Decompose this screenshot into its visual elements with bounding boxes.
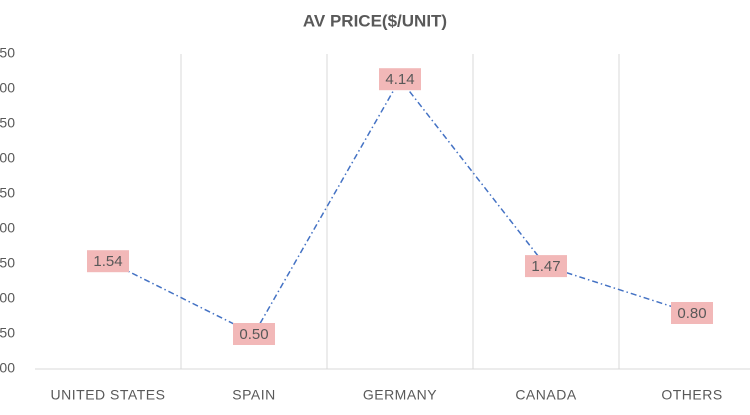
data-label-bg <box>233 323 275 345</box>
y-tick-label: 2.50 <box>0 185 15 201</box>
data-label-bg <box>87 250 129 273</box>
chart-title: AV PRICE($/UNIT) <box>303 11 447 30</box>
y-tick-label: 4.00 <box>0 80 15 96</box>
y-tick-label: 4.50 <box>0 45 15 61</box>
data-label: 4.14 <box>385 71 414 88</box>
x-tick-label: CANADA <box>515 387 577 403</box>
y-tick-label: 0.50 <box>0 325 15 341</box>
x-tick-label: SPAIN <box>232 387 275 403</box>
y-tick-label: 2.00 <box>0 220 15 236</box>
y-tick-label: 3.50 <box>0 115 15 131</box>
y-tick-label: 1.50 <box>0 255 15 271</box>
data-label: 1.47 <box>531 258 560 275</box>
data-label-bg <box>379 68 421 91</box>
data-label-bg <box>671 302 713 324</box>
y-tick-label: 3.00 <box>0 150 15 166</box>
y-tick-label: 0.00 <box>0 360 15 376</box>
x-tick-label: GERMANY <box>363 387 437 403</box>
x-tick-label: OTHERS <box>661 387 722 403</box>
data-label: 1.54 <box>93 253 122 270</box>
x-tick-label: UNITED STATES <box>51 387 166 403</box>
y-tick-label: 1.00 <box>0 290 15 306</box>
data-label-bg <box>525 255 567 278</box>
data-label: 0.50 <box>239 326 268 343</box>
data-label: 0.80 <box>677 305 706 322</box>
data-line <box>107 77 693 335</box>
